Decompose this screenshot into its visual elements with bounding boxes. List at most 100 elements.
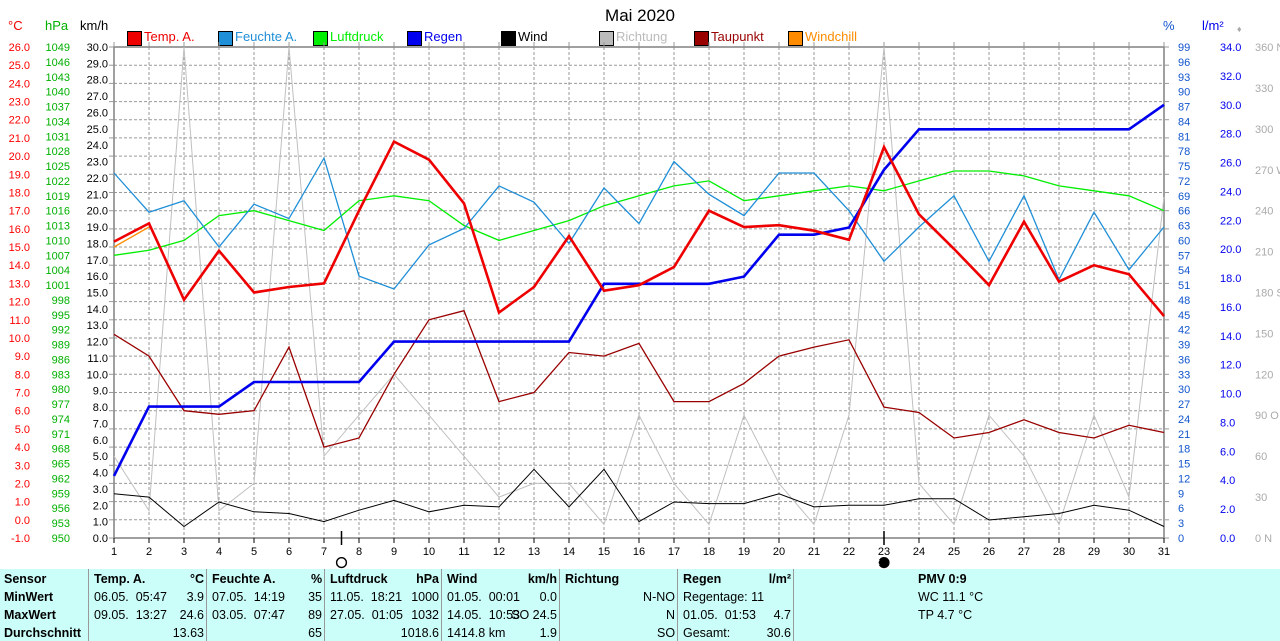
- svg-text:1037: 1037: [46, 102, 70, 114]
- svg-text:150: 150: [1255, 328, 1273, 340]
- svg-text:21.0: 21.0: [9, 133, 30, 145]
- svg-text:6.0: 6.0: [93, 435, 108, 447]
- svg-text:10.0: 10.0: [1220, 389, 1241, 401]
- svg-text:12: 12: [493, 546, 505, 558]
- svg-text:3: 3: [181, 546, 187, 558]
- svg-text:48: 48: [1178, 295, 1190, 307]
- svg-text:8: 8: [356, 546, 362, 558]
- svg-text:23.0: 23.0: [87, 157, 108, 169]
- svg-text:965: 965: [52, 459, 70, 471]
- svg-text:18: 18: [703, 546, 715, 558]
- svg-text:90 O: 90 O: [1255, 410, 1279, 422]
- svg-text:20: 20: [773, 546, 785, 558]
- svg-text:18.0: 18.0: [87, 238, 108, 250]
- svg-text:6.0: 6.0: [15, 406, 30, 418]
- svg-text:4: 4: [216, 546, 222, 558]
- svg-text:30: 30: [1123, 546, 1135, 558]
- svg-text:36: 36: [1178, 355, 1190, 367]
- svg-text:995: 995: [52, 310, 70, 322]
- svg-text:14: 14: [563, 546, 575, 558]
- svg-text:2: 2: [146, 546, 152, 558]
- svg-text:959: 959: [52, 488, 70, 500]
- svg-text:25: 25: [948, 546, 960, 558]
- svg-text:971: 971: [52, 429, 70, 441]
- svg-text:-1.0: -1.0: [11, 533, 30, 545]
- svg-text:33: 33: [1178, 369, 1190, 381]
- svg-text:11.0: 11.0: [87, 353, 108, 365]
- svg-text:26: 26: [983, 546, 995, 558]
- svg-text:953: 953: [52, 518, 70, 530]
- svg-text:4.0: 4.0: [93, 468, 108, 480]
- svg-text:24: 24: [913, 546, 925, 558]
- svg-text:28.0: 28.0: [1220, 129, 1241, 141]
- svg-text:90: 90: [1178, 87, 1190, 99]
- svg-text:23.0: 23.0: [9, 97, 30, 109]
- svg-text:20.0: 20.0: [87, 206, 108, 218]
- svg-text:19.0: 19.0: [87, 222, 108, 234]
- svg-text:24.0: 24.0: [9, 78, 30, 90]
- svg-text:1022: 1022: [46, 176, 70, 188]
- svg-text:3: 3: [1178, 518, 1184, 530]
- svg-text:6.0: 6.0: [1220, 446, 1235, 458]
- svg-text:22.0: 22.0: [1220, 215, 1241, 227]
- svg-text:11.0: 11.0: [9, 315, 30, 327]
- svg-text:12.0: 12.0: [9, 297, 30, 309]
- svg-text:30: 30: [1255, 492, 1267, 504]
- svg-text:5: 5: [251, 546, 257, 558]
- svg-text:3.0: 3.0: [93, 484, 108, 496]
- svg-text:31: 31: [1158, 546, 1170, 558]
- svg-text:34.0: 34.0: [1220, 42, 1241, 54]
- svg-text:93: 93: [1178, 72, 1190, 84]
- svg-text:30.0: 30.0: [87, 42, 108, 54]
- svg-text:23: 23: [878, 546, 890, 558]
- svg-text:21.0: 21.0: [87, 189, 108, 201]
- svg-text:22.0: 22.0: [9, 115, 30, 127]
- svg-text:1028: 1028: [46, 146, 70, 158]
- svg-text:26.0: 26.0: [1220, 158, 1241, 170]
- svg-text:968: 968: [52, 444, 70, 456]
- svg-text:360 N: 360 N: [1255, 42, 1280, 54]
- svg-text:13.0: 13.0: [87, 320, 108, 332]
- svg-text:950: 950: [52, 533, 70, 545]
- svg-text:986: 986: [52, 355, 70, 367]
- svg-text:956: 956: [52, 503, 70, 515]
- svg-text:7: 7: [321, 546, 327, 558]
- svg-text:13: 13: [528, 546, 540, 558]
- svg-text:300: 300: [1255, 124, 1273, 136]
- svg-text:5.0: 5.0: [15, 424, 30, 436]
- svg-text:32.0: 32.0: [1220, 71, 1241, 83]
- svg-text:96: 96: [1178, 57, 1190, 69]
- svg-text:27: 27: [1178, 399, 1190, 411]
- svg-text:28.0: 28.0: [87, 75, 108, 87]
- svg-text:21: 21: [808, 546, 820, 558]
- svg-text:7.0: 7.0: [93, 418, 108, 430]
- svg-text:6: 6: [286, 546, 292, 558]
- svg-text:10: 10: [423, 546, 435, 558]
- svg-text:27.0: 27.0: [87, 91, 108, 103]
- svg-text:17: 17: [668, 546, 680, 558]
- svg-text:12: 12: [1178, 474, 1190, 486]
- svg-text:17.0: 17.0: [87, 255, 108, 267]
- svg-text:16: 16: [633, 546, 645, 558]
- svg-text:998: 998: [52, 295, 70, 307]
- svg-text:0.0: 0.0: [1220, 533, 1235, 545]
- svg-text:1031: 1031: [46, 131, 70, 143]
- svg-text:75: 75: [1178, 161, 1190, 173]
- svg-text:12.0: 12.0: [87, 337, 108, 349]
- svg-text:14.0: 14.0: [9, 260, 30, 272]
- svg-text:1040: 1040: [46, 87, 70, 99]
- svg-text:15.0: 15.0: [9, 242, 30, 254]
- svg-text:1043: 1043: [46, 72, 70, 84]
- svg-text:22.0: 22.0: [87, 173, 108, 185]
- svg-text:20.0: 20.0: [9, 151, 30, 163]
- svg-text:15.0: 15.0: [87, 288, 108, 300]
- svg-text:45: 45: [1178, 310, 1190, 322]
- svg-text:12.0: 12.0: [1220, 360, 1241, 372]
- svg-text:8.0: 8.0: [15, 369, 30, 381]
- svg-text:4.0: 4.0: [15, 442, 30, 454]
- svg-text:7.0: 7.0: [15, 388, 30, 400]
- svg-text:14.0: 14.0: [87, 304, 108, 316]
- svg-text:8.0: 8.0: [93, 402, 108, 414]
- svg-text:1004: 1004: [46, 265, 70, 277]
- svg-text:19: 19: [738, 546, 750, 558]
